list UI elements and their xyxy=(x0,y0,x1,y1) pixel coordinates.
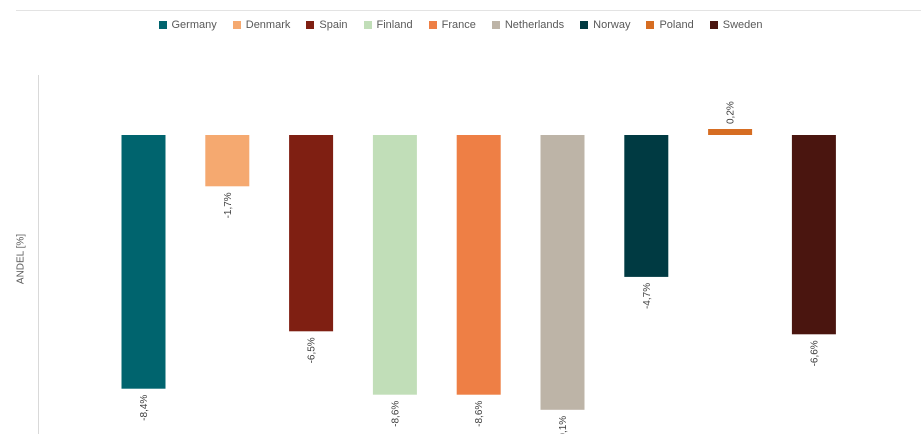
data-label-poland: 0,2% xyxy=(726,101,737,124)
data-label-france: -8,6% xyxy=(474,401,485,427)
legend-label: Netherlands xyxy=(504,19,565,31)
legend-item-netherlands: Netherlands xyxy=(491,19,565,31)
legend-swatch xyxy=(646,21,655,29)
y-axis-line xyxy=(38,75,39,434)
legend-label: Germany xyxy=(171,19,217,31)
legend-swatch xyxy=(232,21,241,29)
legend-swatch xyxy=(158,21,167,29)
legend-label: Spain xyxy=(319,19,348,31)
legend-item-sweden: Sweden xyxy=(709,19,763,31)
bar-denmark xyxy=(205,135,250,187)
legend-label: Sweden xyxy=(722,19,763,31)
legend-swatch xyxy=(491,21,500,29)
legend-item-france: France xyxy=(428,19,476,31)
legend: Germany Denmark Spain Finland France Netherla… xyxy=(0,19,921,31)
legend-swatch xyxy=(306,21,315,29)
bar-france xyxy=(456,135,501,395)
legend-swatch xyxy=(709,21,718,29)
legend-label: Norway xyxy=(593,19,631,31)
data-label-norway: -4,7% xyxy=(642,283,653,309)
bar-netherlands xyxy=(540,135,585,410)
legend-label: France xyxy=(441,19,476,31)
legend-label: Denmark xyxy=(245,19,291,31)
data-label-denmark: -1,7% xyxy=(223,192,234,218)
data-label-sweden: -6,6% xyxy=(809,340,820,366)
bar-germany xyxy=(121,135,166,389)
legend-item-denmark: Denmark xyxy=(232,19,291,31)
bar-spain xyxy=(289,135,334,332)
legend-label: Poland xyxy=(659,19,694,31)
legend-swatch xyxy=(363,21,372,29)
bar-sweden xyxy=(791,135,836,335)
bar-finland xyxy=(372,135,417,395)
legend-item-germany: Germany xyxy=(158,19,217,31)
data-label-germany: -8,4% xyxy=(139,395,150,421)
top-border xyxy=(16,10,921,11)
data-label-spain: -6,5% xyxy=(307,337,318,363)
legend-item-norway: Norway xyxy=(580,19,630,31)
legend-item-poland: Poland xyxy=(646,19,694,31)
legend-item-finland: Finland xyxy=(363,19,413,31)
data-label-finland: -8,6% xyxy=(390,401,401,427)
legend-item-spain: Spain xyxy=(306,19,348,31)
legend-label: Finland xyxy=(376,19,413,31)
bar-norway xyxy=(624,135,669,277)
bar-poland xyxy=(708,129,753,135)
legend-swatch xyxy=(580,21,589,29)
data-label-netherlands: -9,1% xyxy=(558,416,569,434)
legend-swatch xyxy=(428,21,437,29)
